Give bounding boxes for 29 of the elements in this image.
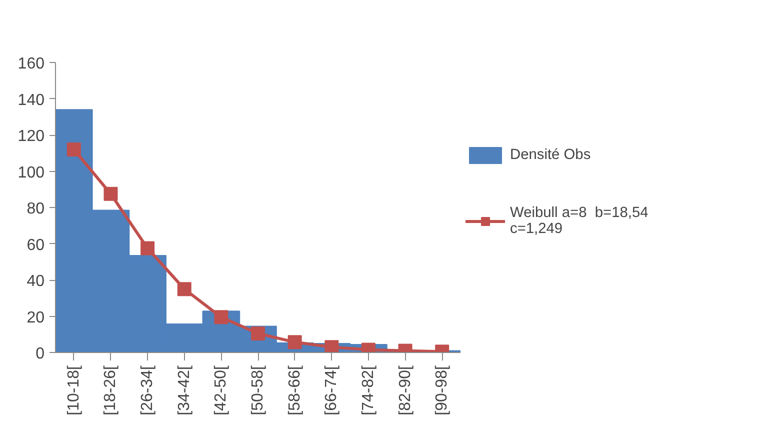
x-tick-label: [42-50[: [212, 364, 230, 416]
y-tick-label: 120: [18, 128, 45, 145]
y-tick-label: 80: [26, 200, 45, 218]
x-tick-label: [74-82[: [360, 364, 377, 416]
y-tick-label: 40: [26, 273, 45, 290]
point: [324, 340, 339, 352]
x-tick-label: [34-42[: [176, 364, 193, 416]
x-tick-label: [58-66[: [286, 364, 304, 416]
legend-label: Densité Obs: [510, 147, 591, 163]
y-tick-label: 100: [18, 164, 45, 182]
point: [177, 282, 192, 296]
x-tick-label: [26-34[: [139, 364, 156, 416]
x-tick-label: [66-74[: [323, 364, 340, 416]
y-tick-label: 20: [26, 309, 45, 326]
x-tick-label: [10-18[: [65, 364, 82, 416]
y-tick-label: 140: [18, 92, 45, 109]
legend-label: Weibull a=8 b=18,54 c=1,249: [510, 205, 648, 237]
y-tick-label: 60: [26, 236, 45, 254]
y-tick-label: 0: [36, 346, 45, 362]
point: [140, 241, 155, 256]
point: [214, 310, 228, 324]
point: [66, 142, 81, 156]
x-tick-label: [50-58[: [250, 364, 266, 416]
x-tick-label: [90-98[: [434, 364, 451, 416]
point: [288, 335, 302, 350]
y-tick-label: 160: [18, 56, 45, 72]
point: [104, 186, 118, 201]
x-tick-label: [82-90[: [396, 364, 414, 416]
x-tick-label: [18-26[: [102, 364, 120, 416]
